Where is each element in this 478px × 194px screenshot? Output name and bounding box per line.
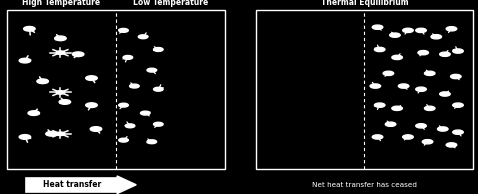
Circle shape <box>153 87 163 91</box>
Circle shape <box>119 138 128 142</box>
Circle shape <box>56 91 65 94</box>
Circle shape <box>424 71 435 75</box>
Circle shape <box>125 124 135 128</box>
Circle shape <box>416 87 426 91</box>
Text: Thermal Equilibrium: Thermal Equilibrium <box>321 0 408 7</box>
Circle shape <box>153 48 163 51</box>
Circle shape <box>372 25 383 29</box>
Circle shape <box>59 100 71 104</box>
Circle shape <box>374 103 385 107</box>
Circle shape <box>23 26 35 31</box>
Circle shape <box>416 28 426 33</box>
Circle shape <box>147 140 157 144</box>
Circle shape <box>56 51 65 54</box>
Circle shape <box>446 27 457 31</box>
Circle shape <box>90 127 102 131</box>
Circle shape <box>440 92 450 96</box>
Text: High Temperature: High Temperature <box>22 0 100 7</box>
Circle shape <box>141 111 150 115</box>
Circle shape <box>147 68 157 72</box>
Circle shape <box>402 28 413 33</box>
Circle shape <box>28 111 40 115</box>
Circle shape <box>398 84 409 88</box>
Circle shape <box>130 84 139 88</box>
Circle shape <box>416 124 426 128</box>
Circle shape <box>453 49 463 53</box>
Text: Heat transfer: Heat transfer <box>43 180 101 189</box>
Polygon shape <box>117 176 136 194</box>
Circle shape <box>385 122 396 126</box>
Circle shape <box>46 132 57 136</box>
Circle shape <box>402 135 413 139</box>
Circle shape <box>453 130 463 134</box>
Circle shape <box>56 132 65 136</box>
Bar <box>26 178 117 192</box>
Circle shape <box>418 50 428 55</box>
Circle shape <box>437 127 448 131</box>
Circle shape <box>383 71 394 75</box>
Bar <box>7 10 225 169</box>
Circle shape <box>138 35 148 39</box>
Circle shape <box>374 47 385 52</box>
Circle shape <box>119 29 128 32</box>
Circle shape <box>86 103 97 107</box>
Circle shape <box>86 76 97 81</box>
Circle shape <box>119 103 128 107</box>
Circle shape <box>19 58 31 63</box>
Circle shape <box>453 103 463 107</box>
Circle shape <box>422 140 433 144</box>
Circle shape <box>123 55 133 59</box>
Circle shape <box>431 35 442 39</box>
Circle shape <box>446 143 457 147</box>
Circle shape <box>370 84 380 88</box>
Circle shape <box>73 52 84 57</box>
Circle shape <box>54 36 66 41</box>
Circle shape <box>424 106 435 110</box>
Circle shape <box>153 122 163 126</box>
Bar <box>256 10 473 169</box>
Circle shape <box>440 52 450 56</box>
Circle shape <box>392 55 402 60</box>
Circle shape <box>390 33 400 37</box>
Text: Low Temperature: Low Temperature <box>133 0 208 7</box>
Text: Net heat transfer has ceased: Net heat transfer has ceased <box>312 182 417 188</box>
Circle shape <box>19 135 31 139</box>
Circle shape <box>372 135 383 139</box>
Circle shape <box>37 79 48 84</box>
Circle shape <box>451 74 461 79</box>
Circle shape <box>392 106 402 110</box>
